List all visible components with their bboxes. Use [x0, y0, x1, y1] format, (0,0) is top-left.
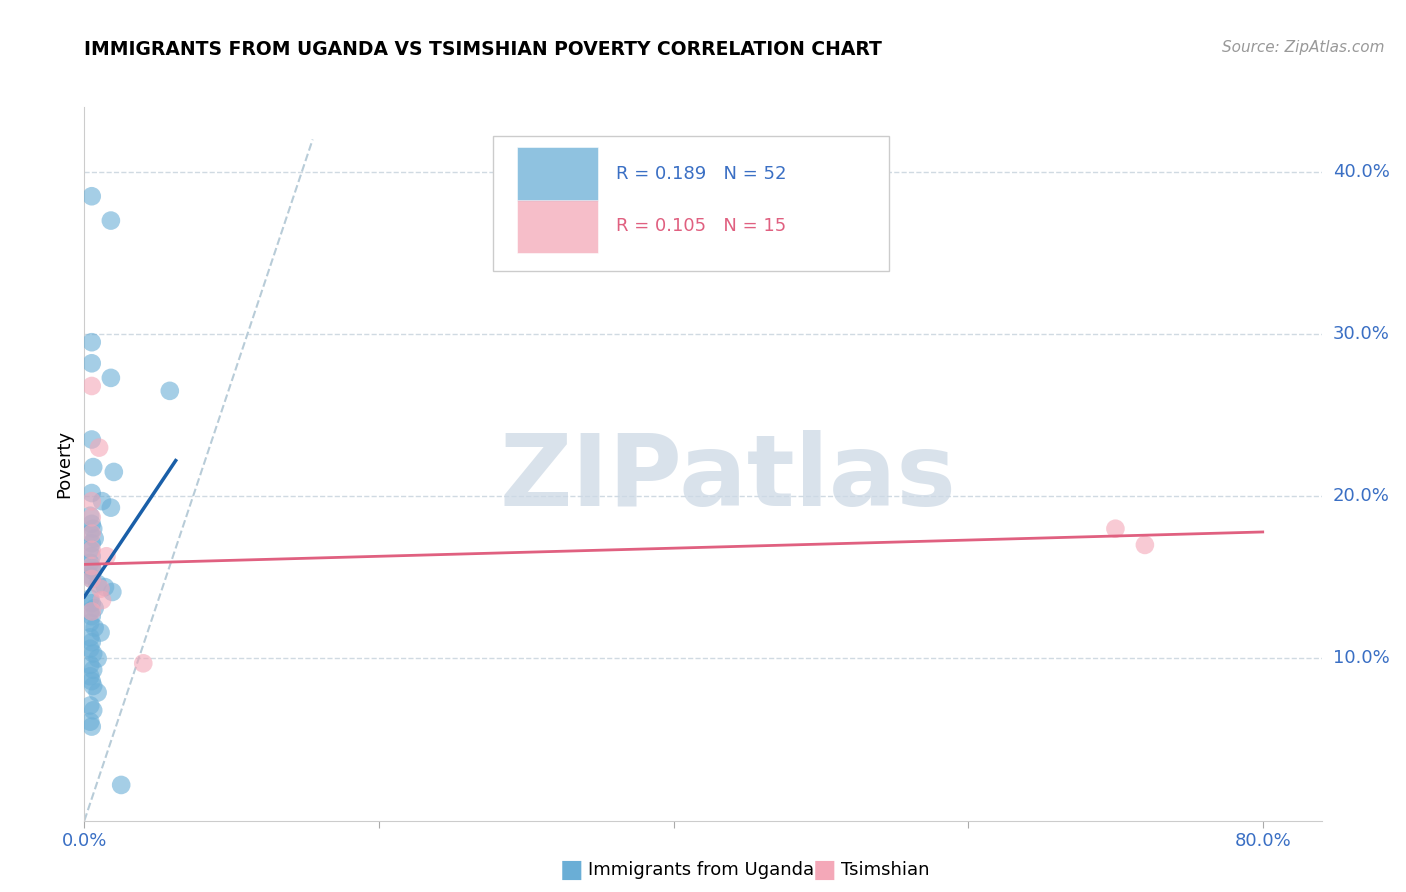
Point [80, 572, 103, 586]
Point [91, 494, 114, 508]
Point [80, 486, 103, 500]
Point [80, 516, 103, 531]
Point [1104, 522, 1126, 536]
Point [86, 577, 108, 591]
Point [1133, 538, 1156, 552]
Point [80, 720, 103, 734]
Point [80, 335, 103, 350]
Point [82, 663, 104, 677]
Point [79, 714, 101, 729]
Point [79, 631, 101, 645]
Point [86, 651, 108, 665]
Text: ZIPatlas: ZIPatlas [499, 430, 956, 526]
Point [90, 625, 112, 640]
Text: 30.0%: 30.0% [1333, 325, 1389, 343]
Point [79, 657, 101, 672]
Point [80, 526, 103, 541]
Point [80, 609, 103, 624]
Point [159, 384, 181, 398]
Point [83, 601, 105, 615]
Point [94, 580, 117, 594]
Point [80, 596, 103, 610]
Point [80, 494, 103, 508]
Point [79, 591, 101, 606]
Point [96, 549, 118, 564]
Text: Source: ZipAtlas.com: Source: ZipAtlas.com [1222, 40, 1385, 55]
Point [79, 641, 101, 656]
FancyBboxPatch shape [517, 147, 598, 201]
Point [79, 604, 101, 618]
Point [100, 371, 122, 385]
Point [82, 564, 104, 578]
Point [80, 560, 103, 574]
Point [100, 500, 122, 515]
Point [80, 604, 103, 618]
Point [100, 213, 122, 227]
Text: Immigrants from Uganda: Immigrants from Uganda [588, 861, 814, 879]
Point [82, 679, 104, 693]
Point [110, 778, 132, 792]
Point [80, 189, 103, 203]
Point [79, 698, 101, 713]
Point [80, 356, 103, 370]
Text: IMMIGRANTS FROM UGANDA VS TSIMSHIAN POVERTY CORRELATION CHART: IMMIGRANTS FROM UGANDA VS TSIMSHIAN POVE… [84, 40, 882, 59]
Point [132, 657, 155, 671]
Text: ■: ■ [560, 858, 583, 881]
Point [83, 621, 105, 635]
Text: R = 0.105   N = 15: R = 0.105 N = 15 [616, 218, 786, 235]
Point [79, 508, 101, 523]
Point [79, 542, 101, 557]
FancyBboxPatch shape [517, 200, 598, 253]
Point [80, 433, 103, 447]
Point [80, 379, 103, 393]
Point [82, 703, 104, 717]
Point [80, 542, 103, 557]
Point [86, 685, 108, 699]
Point [82, 522, 104, 536]
Y-axis label: Poverty: Poverty [55, 430, 73, 498]
Text: Tsimshian: Tsimshian [841, 861, 929, 879]
Point [80, 549, 103, 564]
Point [80, 559, 103, 574]
Point [87, 441, 110, 455]
Point [103, 465, 125, 479]
Point [90, 582, 112, 596]
Point [80, 510, 103, 524]
Point [82, 647, 104, 661]
Point [79, 669, 101, 683]
Text: R = 0.189   N = 52: R = 0.189 N = 52 [616, 165, 787, 183]
Point [79, 556, 101, 570]
Text: 20.0%: 20.0% [1333, 487, 1389, 505]
Point [79, 615, 101, 630]
Point [80, 635, 103, 649]
Point [80, 572, 103, 586]
Text: 40.0%: 40.0% [1333, 163, 1389, 181]
Text: ■: ■ [813, 858, 837, 881]
Point [79, 526, 101, 541]
Point [79, 568, 101, 582]
Point [101, 585, 124, 599]
Point [91, 593, 114, 607]
Point [82, 460, 104, 475]
Text: 10.0%: 10.0% [1333, 649, 1389, 667]
Point [80, 674, 103, 689]
FancyBboxPatch shape [492, 136, 889, 271]
Point [80, 536, 103, 550]
Point [83, 532, 105, 546]
